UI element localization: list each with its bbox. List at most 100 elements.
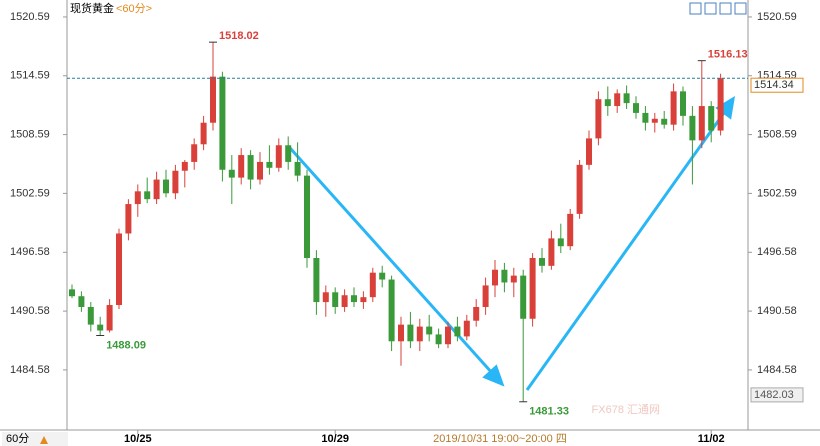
- candle-body: [642, 112, 649, 123]
- candle-body: [210, 76, 216, 123]
- candle-body: [219, 76, 226, 170]
- candle-body: [482, 285, 489, 307]
- candle-body: [557, 238, 564, 247]
- candle-body: [351, 295, 357, 303]
- y-tick-label: 1484.58: [10, 364, 50, 376]
- y-tick-label: 1502.59: [10, 187, 50, 199]
- candle-body: [670, 91, 677, 125]
- crosshair-y-label: 1482.03: [754, 389, 794, 401]
- candle-body: [708, 106, 715, 131]
- y-tick-label: 1496.58: [10, 246, 50, 258]
- candle-body: [228, 169, 235, 178]
- candle-body: [285, 145, 292, 162]
- y-tick-label-right: 1484.58: [757, 364, 797, 376]
- candle-body: [247, 155, 254, 180]
- candle-body: [633, 103, 639, 113]
- candle-body: [586, 138, 592, 165]
- tool-button[interactable]: [689, 2, 702, 15]
- arrow-head: [715, 96, 736, 120]
- candle-body: [266, 161, 273, 168]
- candle-body: [473, 306, 480, 321]
- crosshair-y-box: [750, 387, 804, 403]
- candle-body: [567, 213, 574, 247]
- candle-body: [69, 289, 75, 297]
- candle-body: [332, 292, 339, 307]
- extreme-label: 1516.13: [708, 49, 748, 61]
- candle-body: [116, 233, 122, 306]
- candle-body: [313, 257, 320, 303]
- y-tick-label-right: 1490.58: [757, 305, 797, 317]
- last-price-label: 1514.34: [754, 79, 794, 91]
- candle-body: [445, 326, 451, 345]
- candle-body: [463, 320, 470, 337]
- candle-body: [661, 118, 668, 125]
- candle-body: [200, 122, 207, 145]
- candle-body: [257, 161, 263, 180]
- candle-body: [595, 99, 602, 139]
- candle-body: [379, 272, 386, 280]
- crosshair-x-label: 2019/10/31 19:00~20:00 四: [433, 433, 567, 445]
- candle-body: [407, 324, 414, 342]
- candle-body: [680, 91, 686, 116]
- y-tick-label-right: 1502.59: [757, 187, 797, 199]
- candle-body: [322, 292, 329, 303]
- period: <60分>: [116, 2, 152, 15]
- candle-body: [134, 191, 141, 205]
- x-tick-label: 10/25: [124, 433, 152, 445]
- candle-body: [191, 144, 198, 162]
- y-tick-label-right: 1520.59: [757, 11, 797, 23]
- candle-body: [78, 296, 85, 307]
- candle-body: [520, 275, 527, 319]
- candle-body: [144, 191, 151, 200]
- candle-body: [454, 326, 461, 337]
- candle-body: [529, 257, 536, 319]
- candle-body: [341, 295, 348, 307]
- tool-button[interactable]: [734, 2, 747, 15]
- candle-body: [623, 93, 630, 104]
- candle-body: [398, 324, 404, 342]
- x-tick-label: 10/29: [321, 433, 349, 445]
- candle-body: [275, 145, 282, 168]
- candle-body: [87, 306, 94, 325]
- last-price-box: [750, 77, 804, 93]
- tool-button[interactable]: [719, 2, 732, 15]
- watermark: FX678 汇通网: [592, 403, 660, 416]
- candle-body: [651, 118, 658, 123]
- candle-body: [604, 99, 611, 107]
- candle-body: [153, 179, 160, 200]
- candle-body: [97, 324, 104, 331]
- chart-title: 现货黄金: [70, 1, 114, 15]
- candle-body: [369, 272, 376, 298]
- candle-body: [435, 334, 442, 345]
- candle-body: [172, 170, 179, 194]
- candle-body: [614, 93, 621, 107]
- period-button-bg[interactable]: [2, 432, 68, 446]
- arrow-head: [482, 364, 505, 387]
- candle-body: [698, 106, 705, 141]
- tool-button[interactable]: [704, 2, 717, 15]
- extreme-label: 1518.02: [219, 30, 259, 42]
- candle-body: [304, 175, 310, 258]
- candle-body: [576, 164, 583, 214]
- candle-body: [106, 305, 113, 331]
- candle-body: [163, 179, 169, 194]
- y-tick-label: 1520.59: [10, 11, 50, 23]
- y-tick-label-right: 1496.58: [757, 246, 797, 258]
- candle-body: [539, 257, 545, 266]
- candle-body: [294, 161, 301, 176]
- candle-body: [238, 155, 245, 178]
- candle-body: [388, 279, 395, 342]
- period-button-icon: [40, 436, 48, 444]
- x-tick-label: 11/02: [698, 433, 725, 445]
- y-tick-label-right: 1508.59: [757, 128, 797, 140]
- y-tick-label: 1514.59: [10, 70, 50, 82]
- period-button[interactable]: 60分: [6, 432, 29, 445]
- candle-body: [492, 269, 498, 286]
- candle-body: [360, 297, 367, 303]
- candle-body: [125, 204, 132, 234]
- candle-body: [548, 238, 555, 266]
- candle-body: [510, 275, 517, 283]
- extreme-label: 1481.33: [529, 406, 569, 418]
